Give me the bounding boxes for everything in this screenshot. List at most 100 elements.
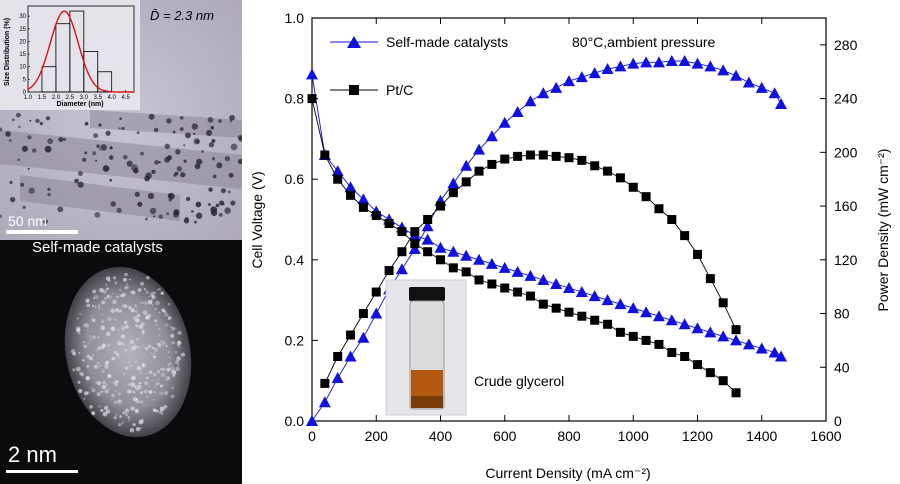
- triangle-marker: [755, 342, 768, 354]
- x-tick-label: 400: [429, 428, 453, 444]
- left-y-tick-label: 0.4: [285, 252, 305, 268]
- histogram-xlabel: Diameter (nm): [56, 101, 103, 108]
- triangle-marker: [344, 350, 357, 362]
- triangle-marker: [627, 57, 640, 69]
- left-y-tick-label: 0.6: [285, 171, 305, 187]
- tem-scale-bar-label: 50 nm: [8, 213, 47, 229]
- square-marker: [307, 94, 317, 104]
- x-tick-label: 200: [365, 428, 389, 444]
- triangle-marker: [742, 76, 755, 88]
- right-y-tick-label: 0: [834, 413, 842, 429]
- legend-square-marker: [349, 85, 359, 95]
- x-tick-label: 1600: [810, 428, 841, 444]
- square-marker: [436, 255, 445, 265]
- triangle-marker: [678, 318, 691, 330]
- square-marker: [474, 166, 484, 176]
- square-marker: [654, 339, 664, 349]
- triangle-marker: [357, 331, 370, 343]
- triangle-marker: [588, 290, 601, 302]
- series-1: [306, 54, 788, 426]
- histogram-y-tick-label: 15: [19, 52, 26, 58]
- square-marker: [718, 376, 728, 386]
- square-marker: [693, 249, 702, 259]
- square-marker: [500, 154, 510, 164]
- square-marker: [410, 227, 420, 237]
- histogram-x-tick-label: 1.0: [24, 95, 33, 101]
- x-axis-ticks: 0 200 400 600 800 1000 1200 1400 1600: [308, 18, 842, 444]
- x-tick-label: 0: [308, 428, 316, 444]
- triangle-marker: [652, 310, 665, 322]
- triangle-marker: [601, 294, 614, 306]
- triangle-marker: [550, 81, 563, 93]
- square-marker: [615, 327, 625, 337]
- square-marker: [500, 283, 510, 293]
- triangle-marker: [447, 245, 460, 257]
- square-marker: [551, 303, 561, 313]
- triangle-marker: [357, 193, 370, 205]
- square-marker: [590, 315, 600, 325]
- square-marker: [358, 309, 368, 319]
- square-marker: [577, 155, 587, 165]
- square-marker: [718, 298, 728, 308]
- right-y-tick-label: 160: [834, 198, 858, 214]
- square-marker: [693, 360, 702, 370]
- legend: Self-made catalysts Pt/C: [330, 34, 508, 98]
- triangle-marker: [498, 261, 511, 273]
- square-marker: [628, 331, 638, 341]
- left-y-tick-label: 0.2: [285, 332, 305, 348]
- left-y-tick-label: 1.0: [285, 10, 305, 26]
- right-y-axis-label: Power Density (mW cm⁻²): [875, 149, 891, 312]
- triangle-marker: [511, 265, 524, 277]
- left-y-tick-label: 0.0: [285, 413, 305, 429]
- triangle-marker: [306, 415, 318, 426]
- square-marker: [320, 378, 330, 388]
- nanoparticle: [64, 266, 192, 438]
- left-y-axis-ticks: 0.0 0.2 0.4 0.6 0.8 1.0: [285, 10, 318, 429]
- triangle-marker: [524, 95, 537, 107]
- triangle-marker: [730, 334, 743, 346]
- square-marker: [641, 335, 651, 345]
- triangle-marker: [524, 269, 537, 281]
- histogram-x-tick-label: 3.0: [80, 95, 89, 101]
- triangle-marker: [395, 263, 408, 275]
- triangle-marker: [318, 396, 331, 408]
- tem-image-panel: 1.0 1.5 2.0 2.5 3.0 3.5 4.0 4.5 0 5 10 15 20 25 30 Siz…: [0, 0, 242, 240]
- histogram-y-tick-label: 20: [19, 39, 26, 45]
- series-line: [311, 98, 737, 394]
- square-marker: [564, 307, 574, 317]
- left-y-tick-label: 0.8: [285, 91, 305, 107]
- x-tick-label: 1000: [618, 428, 649, 444]
- triangle-marker: [460, 159, 473, 171]
- mean-diameter-label: D̄ = 2.3 nm: [150, 8, 214, 23]
- triangle-marker: [742, 338, 755, 350]
- triangle-marker: [331, 372, 344, 384]
- square-marker: [423, 215, 433, 224]
- triangle-marker: [652, 56, 665, 68]
- series-2: [307, 94, 741, 398]
- triangle-marker: [614, 60, 627, 72]
- histogram-ylabel: Size Distribution (%): [4, 18, 11, 86]
- square-marker: [705, 274, 715, 284]
- square-marker: [397, 247, 407, 257]
- square-marker: [487, 159, 497, 169]
- triangle-marker: [447, 177, 460, 189]
- square-marker: [564, 153, 574, 163]
- right-y-tick-label: 120: [834, 252, 858, 268]
- haadf-image-panel: Self-made catalysts 2 nm: [0, 240, 242, 484]
- triangle-marker: [640, 56, 653, 68]
- triangle-marker: [550, 277, 563, 289]
- triangle-marker: [691, 322, 704, 334]
- atomic-texture: [70, 272, 186, 433]
- square-marker: [384, 219, 394, 229]
- crude-glycerol-inset: [385, 279, 467, 416]
- square-marker: [474, 275, 484, 285]
- triangle-marker: [408, 243, 421, 255]
- x-tick-label: 600: [493, 428, 517, 444]
- square-marker: [603, 166, 613, 176]
- square-marker: [333, 174, 343, 184]
- triangle-marker: [755, 81, 768, 93]
- legend-ptc: Pt/C: [386, 82, 413, 98]
- triangle-marker: [370, 307, 383, 319]
- square-marker: [538, 299, 548, 309]
- series-3: [320, 150, 741, 388]
